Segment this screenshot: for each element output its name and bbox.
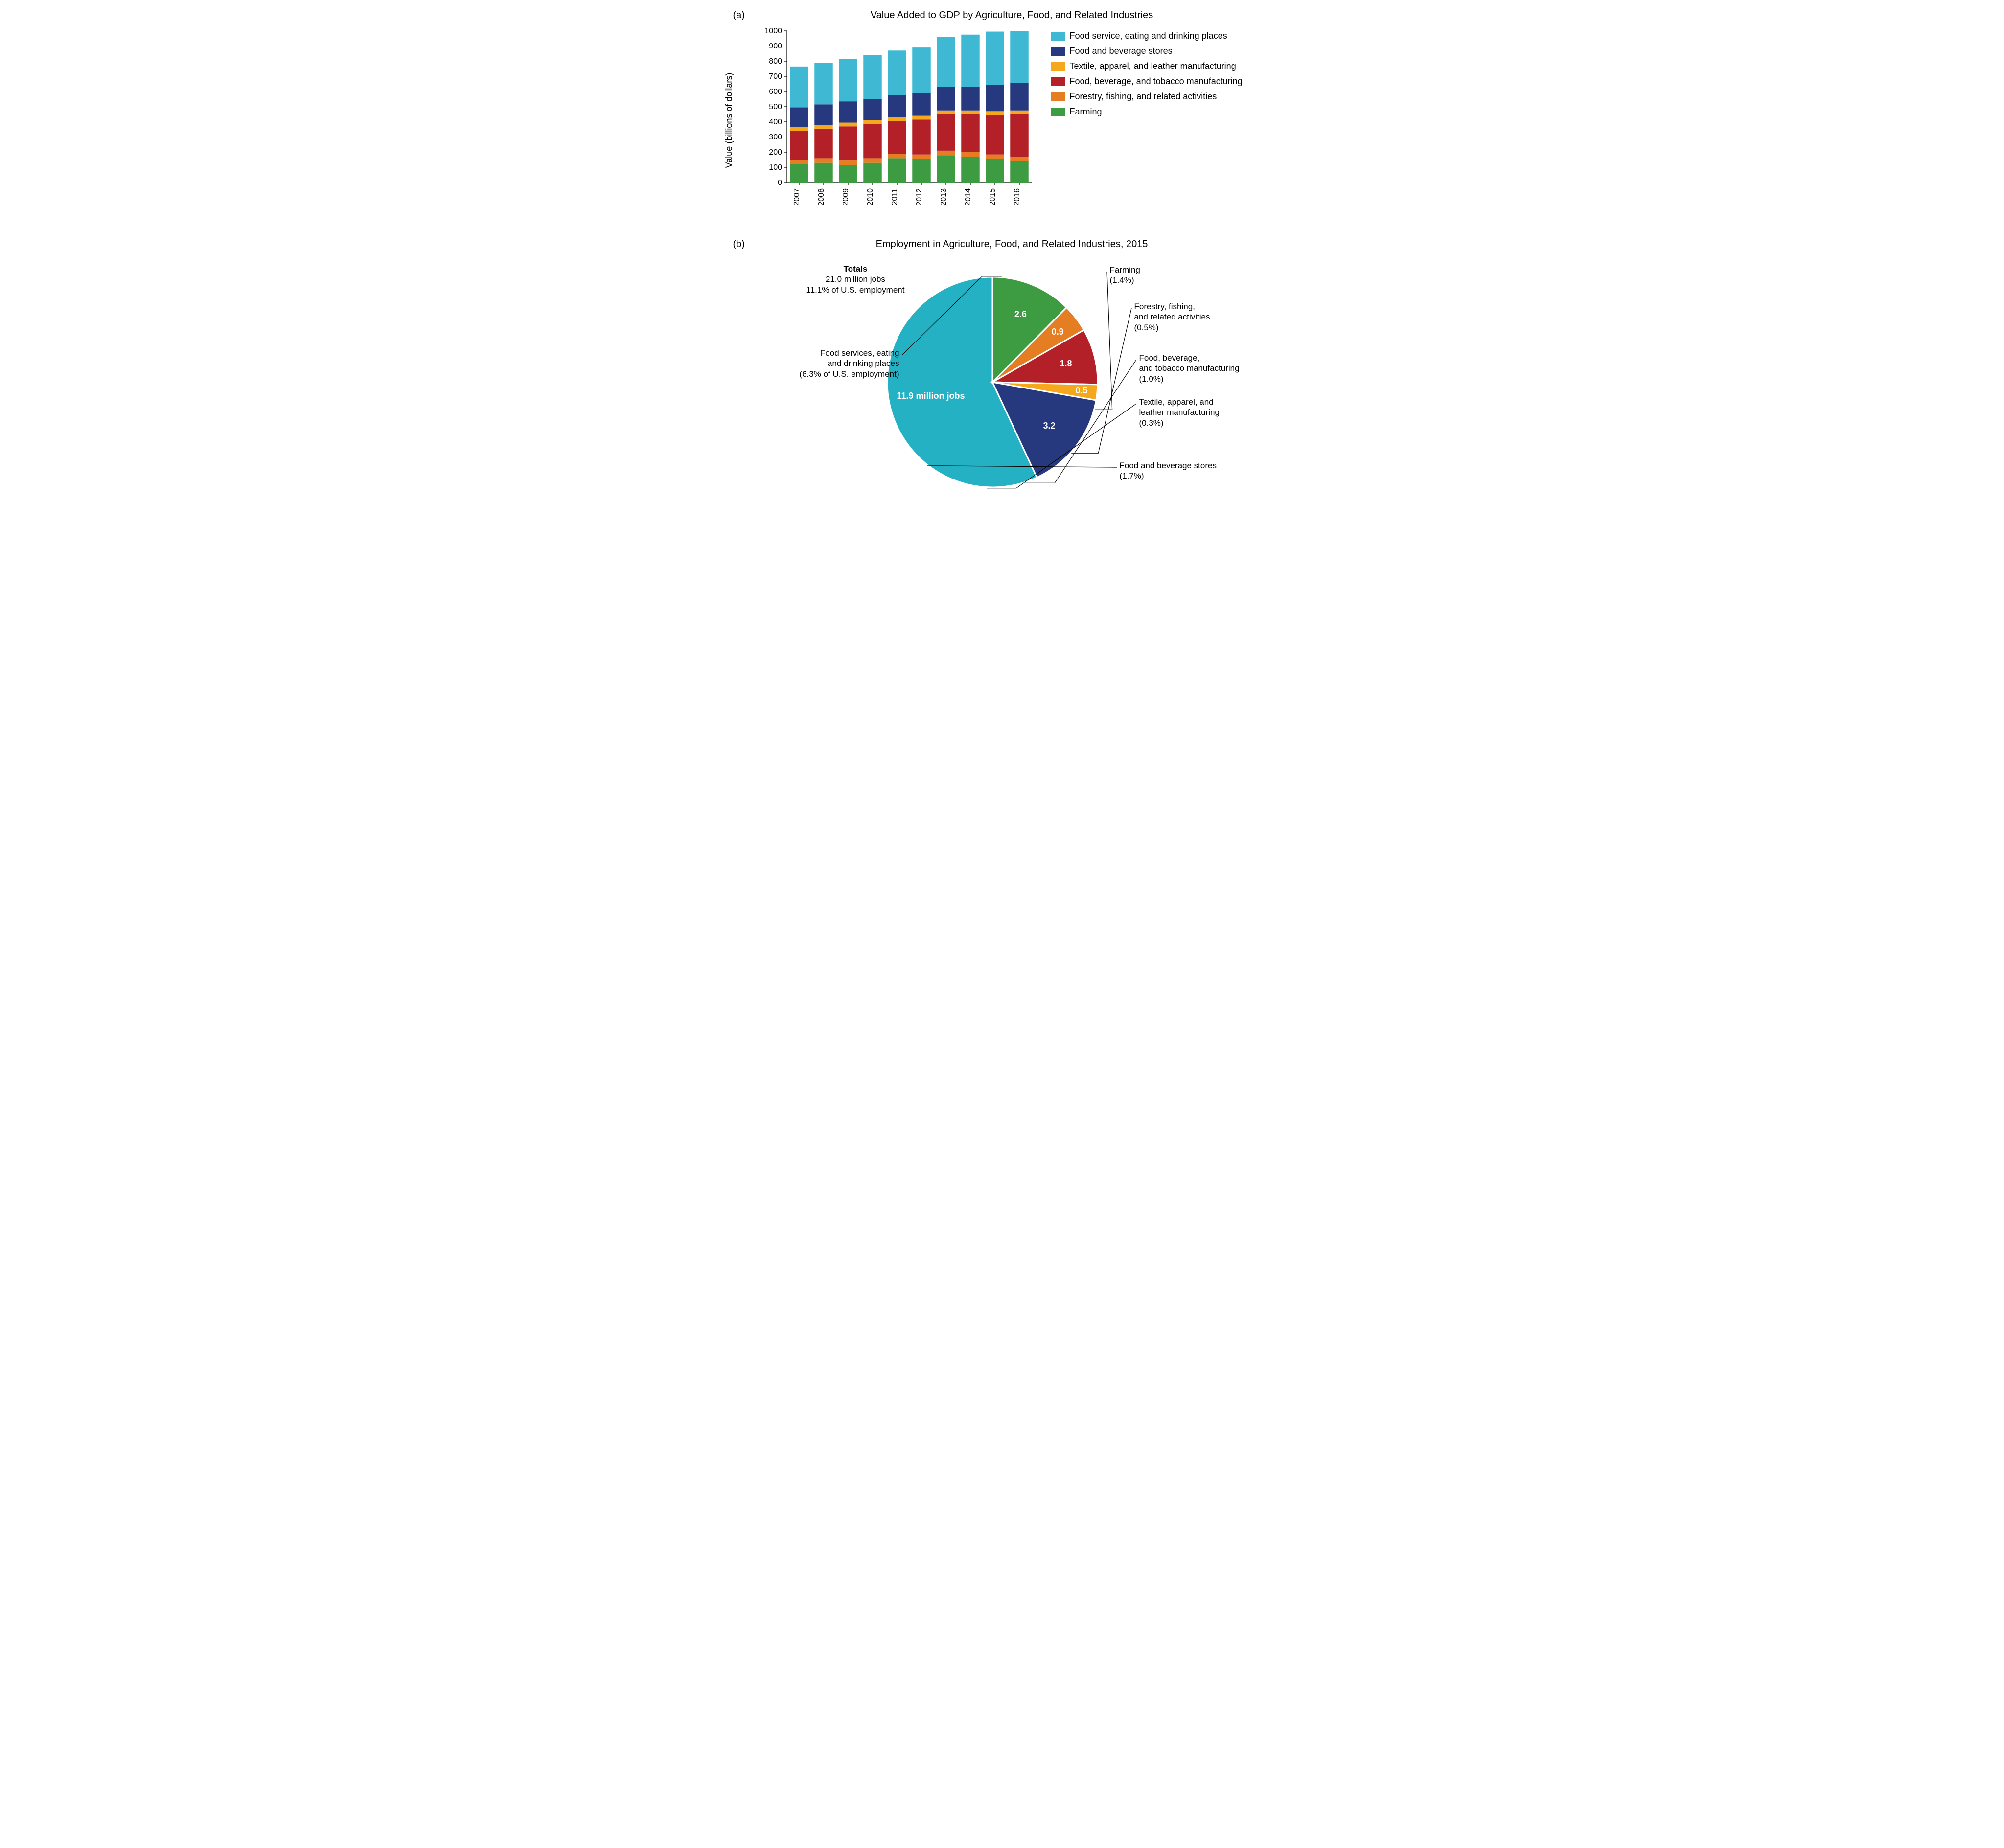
panel-a-label: (a) — [733, 10, 753, 21]
bar-chart-svg: 0 100 200 300 400 500 600 700 800 900 1000 2007 2008… — [753, 26, 1037, 212]
svg-text:600: 600 — [769, 88, 782, 96]
legend-item: Food and beverage stores — [1051, 46, 1243, 56]
legend-item: Food, beverage, and tobacco manufacturin… — [1051, 76, 1243, 87]
pie-label-textile_mfg: Textile, apparel, andleather manufacturi… — [1139, 397, 1220, 428]
legend-swatch — [1051, 92, 1065, 101]
legend-label: Food, beverage, and tobacco manufacturin… — [1070, 76, 1243, 87]
panel-b-label: (b) — [733, 239, 753, 250]
svg-text:200: 200 — [769, 148, 782, 157]
legend-swatch — [1051, 62, 1065, 71]
svg-text:3.2: 3.2 — [1043, 421, 1055, 431]
svg-text:300: 300 — [769, 133, 782, 141]
svg-text:2012: 2012 — [915, 188, 923, 206]
svg-text:2015: 2015 — [989, 188, 997, 206]
legend-label: Food service, eating and drinking places — [1070, 31, 1227, 41]
legend-swatch — [1051, 108, 1065, 116]
pie-label-food_mfg: Food, beverage,and tobacco manufacturing… — [1139, 353, 1240, 384]
svg-text:2016: 2016 — [1013, 188, 1021, 206]
panel-b-title: Employment in Agriculture, Food, and Rel… — [753, 239, 1271, 250]
svg-text:2013: 2013 — [940, 188, 948, 206]
pie-label-food_service: Food services, eatingand drinking places… — [799, 348, 899, 379]
legend-label: Forestry, fishing, and related activitie… — [1070, 91, 1217, 102]
legend-swatch — [1051, 47, 1065, 56]
svg-text:400: 400 — [769, 118, 782, 126]
pie-chart: 11.9 million jobs 2.6 0.9 1.8 0.5 3.2 Totals2… — [753, 255, 1271, 509]
svg-text:11.9 million jobs: 11.9 million jobs — [897, 391, 965, 401]
panel-a: (a) Value Added to GDP by Agriculture, F… — [733, 10, 1271, 214]
svg-text:2010: 2010 — [866, 188, 875, 206]
pie-label-totals: Totals21.0 million jobs11.1% of U.S. emp… — [806, 264, 905, 295]
svg-text:0: 0 — [778, 179, 782, 187]
svg-text:1.8: 1.8 — [1060, 359, 1072, 368]
page: (a) Value Added to GDP by Agriculture, F… — [723, 0, 1281, 529]
svg-text:800: 800 — [769, 57, 782, 66]
svg-text:2007: 2007 — [793, 188, 801, 206]
pie-label-forestry: Forestry, fishing,and related activities… — [1134, 301, 1210, 333]
svg-text:2.6: 2.6 — [1014, 309, 1026, 319]
pie-label-farming: Farming(1.4%) — [1110, 265, 1140, 286]
svg-text:500: 500 — [769, 103, 782, 111]
legend-swatch — [1051, 32, 1065, 41]
svg-text:100: 100 — [769, 163, 782, 172]
legend-label: Textile, apparel, and leather manufactur… — [1070, 61, 1236, 71]
y-axis-label: Value (billions of dollars) — [724, 72, 734, 168]
svg-text:2009: 2009 — [842, 188, 850, 206]
svg-text:900: 900 — [769, 42, 782, 50]
legend-swatch — [1051, 77, 1065, 86]
legend-label: Farming — [1070, 107, 1102, 117]
legend-item: Textile, apparel, and leather manufactur… — [1051, 61, 1243, 71]
svg-text:0.9: 0.9 — [1051, 327, 1063, 337]
svg-text:0.5: 0.5 — [1075, 386, 1087, 395]
legend-item: Food service, eating and drinking places — [1051, 31, 1243, 41]
svg-text:2011: 2011 — [891, 188, 899, 205]
legend-item: Forestry, fishing, and related activitie… — [1051, 91, 1243, 102]
pie-label-fb_stores: Food and beverage stores(1.7%) — [1120, 460, 1217, 481]
svg-text:2014: 2014 — [964, 188, 972, 206]
svg-text:700: 700 — [769, 72, 782, 81]
bar-chart-legend: Food service, eating and drinking places… — [1051, 26, 1243, 122]
legend-label: Food and beverage stores — [1070, 46, 1173, 56]
svg-text:1000: 1000 — [764, 27, 782, 35]
panel-b: (b) Employment in Agriculture, Food, and… — [733, 239, 1271, 509]
panel-a-title: Value Added to GDP by Agriculture, Food,… — [753, 10, 1271, 21]
legend-item: Farming — [1051, 107, 1243, 117]
bar-chart: Value (billions of dollars) 010020030040… — [753, 26, 1037, 214]
svg-text:2008: 2008 — [817, 188, 826, 206]
